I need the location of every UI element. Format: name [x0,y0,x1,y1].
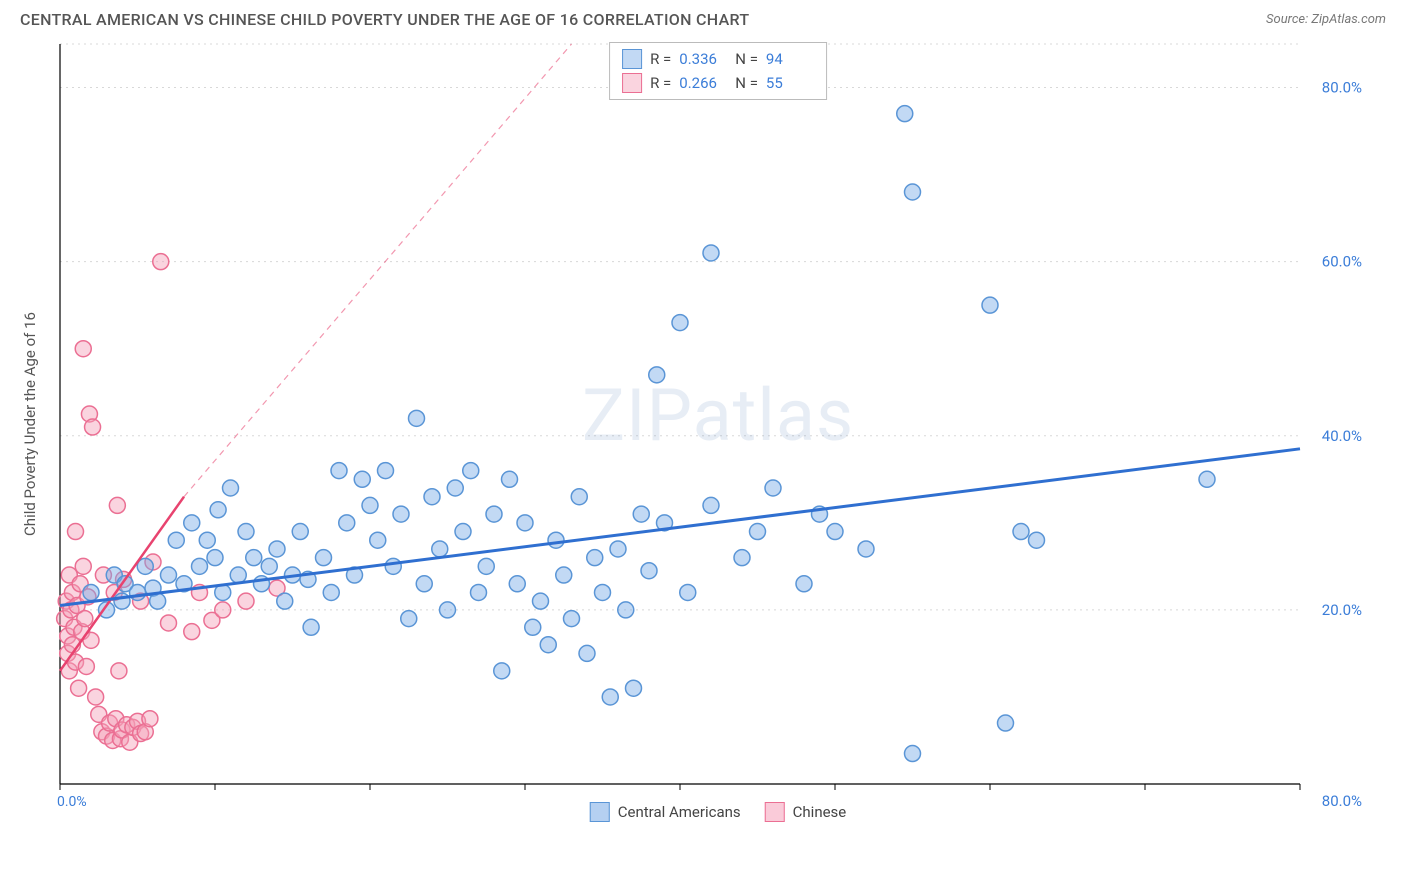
swatch-series-a-icon [590,802,610,822]
n-label: N = [735,50,758,68]
legend-row-series-b: R = 0.266 N = 55 [622,71,814,95]
chart-title: CENTRAL AMERICAN VS CHINESE CHILD POVERT… [20,10,749,29]
r-value-b: 0.266 [679,74,727,92]
series-legend: Central Americans Chinese [590,802,847,822]
swatch-series-a [622,49,642,69]
r-label: R = [650,50,671,68]
r-value-a: 0.336 [679,50,727,68]
scatter-chart: 20.0% 40.0% 60.0% 80.0% 0.0% 80.0% [50,34,1370,814]
swatch-series-b [622,73,642,93]
svg-text:80.0%: 80.0% [1322,79,1362,97]
svg-text:60.0%: 60.0% [1322,253,1362,271]
svg-text:80.0%: 80.0% [1322,792,1362,810]
n-label: N = [735,74,758,92]
svg-text:40.0%: 40.0% [1322,427,1362,445]
svg-text:0.0%: 0.0% [57,794,87,810]
swatch-series-b-icon [765,802,785,822]
legend-label-a: Central Americans [618,803,741,821]
legend-label-b: Chinese [793,803,847,821]
legend-item-b: Chinese [765,802,847,822]
y-axis-label: Child Poverty Under the Age of 16 [21,312,39,536]
legend-row-series-a: R = 0.336 N = 94 [622,47,814,71]
source-attribution: Source: ZipAtlas.com [1266,12,1386,27]
n-value-b: 55 [766,74,814,92]
svg-text:20.0%: 20.0% [1322,601,1362,619]
r-label: R = [650,74,671,92]
correlation-legend: R = 0.336 N = 94 R = 0.266 N = 55 [609,42,827,100]
n-value-a: 94 [766,50,814,68]
legend-item-a: Central Americans [590,802,741,822]
